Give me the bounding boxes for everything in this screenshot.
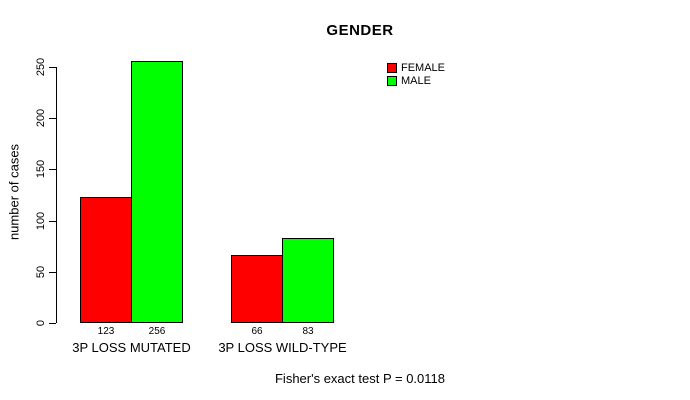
legend-swatch-female (387, 63, 397, 73)
category-label: 3P LOSS WILD-TYPE (218, 340, 347, 355)
legend-swatch-male (387, 76, 397, 86)
bar-value-label: 123 (97, 326, 115, 337)
legend-row: MALE (387, 75, 445, 87)
y-tick-label: 200 (35, 108, 47, 128)
legend-label-male: MALE (401, 75, 431, 87)
chart-title: GENDER (326, 22, 394, 39)
y-tick-label: 50 (35, 265, 47, 279)
bar-value-label: 83 (302, 326, 314, 337)
legend-label-female: FEMALE (401, 62, 446, 74)
y-tick-label: 250 (35, 57, 47, 77)
y-tick-mark (49, 272, 56, 273)
bar-value-label: 66 (251, 326, 263, 337)
bar-female (231, 255, 283, 323)
y-tick-mark (49, 118, 56, 119)
footer-note: Fisher's exact test P = 0.0118 (274, 371, 446, 386)
y-axis-line (56, 67, 57, 323)
y-tick-mark (49, 169, 56, 170)
y-tick-label: 150 (35, 159, 47, 179)
y-tick-label: 0 (35, 319, 47, 327)
category-label: 3P LOSS MUTATED (72, 340, 191, 355)
bar-female (80, 197, 132, 323)
legend: FEMALE MALE (387, 62, 445, 88)
y-tick-mark (49, 67, 56, 68)
bar-male (131, 61, 183, 323)
y-tick-mark (49, 323, 56, 324)
bar-value-label: 256 (148, 326, 166, 337)
legend-row: FEMALE (387, 62, 445, 74)
y-tick-mark (49, 221, 56, 222)
y-axis-title: number of cases (6, 143, 22, 241)
y-tick-label: 100 (35, 211, 47, 231)
bar-male (282, 238, 334, 323)
